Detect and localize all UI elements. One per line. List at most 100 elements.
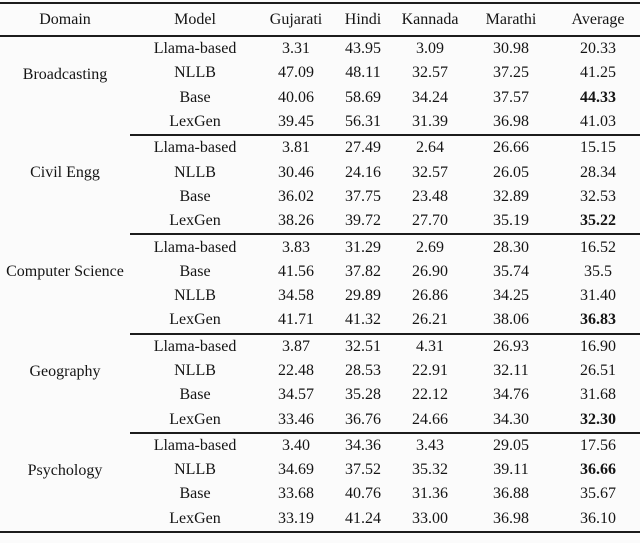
column-header-hindi: Hindi [332,3,394,37]
score-cell: 41.25 [580,64,616,82]
score-cell: 34.36 [345,436,381,454]
score-cell: 33.00 [394,506,466,533]
model-cell: Base [179,485,211,503]
model-cell: Base [179,262,211,280]
score-cell: 31.39 [394,109,466,137]
score-cell: 38.26 [260,209,332,236]
score-cell: 32.11 [493,362,529,379]
model-cell: LexGen [130,506,260,533]
score-cell: 32.30 [556,407,640,434]
score-cell: 36.98 [466,506,556,533]
score-cell: 31.40 [580,287,616,305]
domain-cell: Psychology [27,461,103,479]
domain-cell: Civil Engg [30,164,100,182]
score-cell: 36.76 [332,407,394,434]
score-cell: 27.70 [394,209,466,236]
score-cell: 37.82 [345,262,381,280]
score-cell: 34.25 [493,287,529,305]
table-body: Broadcasting Llama-based 3.31 43.95 3.09 30.9… [0,36,640,533]
score-cell: 35.22 [556,209,640,236]
model-cell: Base [179,187,211,205]
score-cell: 30.98 [493,40,529,58]
score-cell: 38.06 [466,308,556,335]
score-cell: 26.51 [580,362,616,379]
model-cell: Llama-based [153,139,237,157]
model-cell: NLLB [174,163,216,181]
table-row: LexGen 39.45 56.31 31.39 36.98 41.03 [0,109,640,137]
score-cell: 26.86 [412,287,448,305]
domain-cell: Geography [29,362,101,380]
model-cell: LexGen [130,209,260,236]
score-cell: 31.68 [580,386,616,404]
model-cell: LexGen [130,308,260,335]
score-cell: 33.68 [278,485,314,503]
score-cell: 39.72 [332,209,394,236]
table-row: Geography Llama-based 3.87 32.51 4.31 26.93 16… [0,334,640,380]
model-cell: NLLB [174,461,216,479]
score-cell: 58.69 [345,88,381,106]
score-cell: 35.67 [580,485,616,503]
score-cell: 37.25 [493,64,529,82]
score-cell: 29.05 [493,436,529,454]
table-row: Base 41.56 37.82 26.90 35.74 35.5 [0,260,640,284]
score-cell: 36.98 [466,109,556,137]
table-row: Base 34.57 35.28 22.12 34.76 31.68 [0,383,640,407]
score-cell: 48.11 [345,64,381,82]
score-cell: 35.28 [345,386,381,404]
score-cell: 36.66 [580,461,616,479]
score-cell: 35.74 [493,262,529,280]
table-row: LexGen 41.71 41.32 26.21 38.06 36.83 [0,308,640,335]
score-cell: 2.64 [416,139,444,157]
score-cell: 26.66 [493,139,529,157]
score-cell: 33.46 [260,407,332,434]
column-header-marathi: Marathi [466,3,556,37]
score-cell: 24.16 [345,163,381,181]
model-cell: LexGen [130,407,260,434]
score-cell: 22.12 [412,386,448,404]
score-cell: 33.19 [260,506,332,533]
score-cell: 28.34 [580,163,616,181]
column-header-model: Model [130,3,260,37]
table-row: LexGen 33.46 36.76 24.66 34.30 32.30 [0,407,640,434]
table-row: NLLB 30.46 24.16 32.57 26.05 28.34 [0,160,640,184]
table-row: Base 40.06 58.69 34.24 37.57 44.33 [0,86,640,110]
table-row: NLLB 47.09 48.11 32.57 37.25 41.25 [0,61,640,85]
score-cell: 2.69 [416,238,444,256]
model-cell: Llama-based [153,436,237,454]
column-header-kannada: Kannada [394,3,466,37]
score-cell: 39.11 [493,461,529,479]
score-cell: 34.69 [278,461,314,479]
model-cell: NLLB [174,362,216,379]
score-cell: 34.24 [412,88,448,106]
table-row: Computer Science Llama-based 3.83 31.29 2.69… [0,234,640,281]
score-cell: 37.57 [493,88,529,106]
score-cell: 3.87 [282,337,310,355]
score-cell: 3.81 [282,139,310,157]
score-cell: 32.57 [412,64,448,82]
score-cell: 17.56 [580,436,616,454]
table-row: NLLB 22.48 28.53 22.91 32.11 26.51 [0,359,640,383]
model-cell: NLLB [174,64,216,82]
score-cell: 36.02 [278,187,314,205]
score-cell: 36.83 [556,308,640,335]
score-cell: 15.15 [580,139,616,157]
score-cell: 44.33 [580,88,616,106]
score-cell: 41.32 [332,308,394,335]
score-cell: 37.75 [345,187,381,205]
score-cell: 3.43 [416,436,444,454]
score-cell: 32.51 [345,337,381,355]
score-cell: 4.31 [416,337,444,355]
score-cell: 16.90 [580,337,616,355]
score-cell: 41.03 [556,109,640,137]
score-cell: 30.46 [278,163,314,181]
table-row: Broadcasting Llama-based 3.31 43.95 3.09 30.9… [0,36,640,83]
score-cell: 34.57 [278,386,314,404]
score-cell: 36.88 [493,485,529,503]
score-cell: 23.48 [412,187,448,205]
score-cell: 22.91 [412,362,448,379]
model-cell: Base [179,88,211,106]
results-table: Domain Model Gujarati Hindi Kannada Marathi Av… [0,2,640,533]
column-header-average: Average [556,3,640,37]
score-cell: 35.32 [412,461,448,479]
model-cell: NLLB [174,287,216,305]
